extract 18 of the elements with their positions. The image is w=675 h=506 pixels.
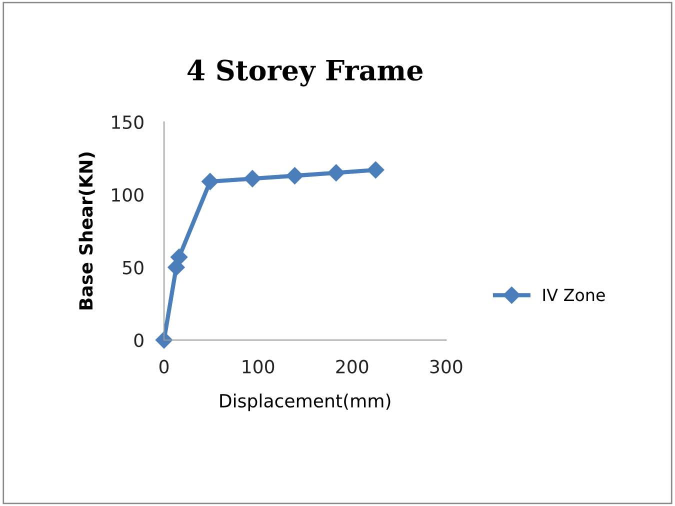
x-tick-label: 200 [336, 360, 368, 374]
point [286, 167, 304, 184]
y-tick-label: 0 [134, 333, 144, 348]
y-tick-label: 100 [112, 188, 144, 202]
y-axis-title: Base Shear(KN) [78, 152, 95, 310]
y-tick-label: 150 [112, 115, 144, 130]
point [244, 170, 261, 188]
point [367, 161, 384, 178]
x-axis-title: Displacement(mm) [220, 394, 390, 412]
point [202, 173, 219, 190]
x-tick-label: 100 [242, 360, 274, 374]
point [170, 248, 188, 266]
legend-label: IV Zone [543, 288, 605, 302]
x-tick-label: 300 [430, 360, 462, 374]
y-tick-label: 50 [123, 260, 144, 274]
x-tick-label: 0 [159, 360, 169, 374]
point [328, 164, 345, 182]
chart-title: 4 Storey Frame [188, 60, 423, 86]
